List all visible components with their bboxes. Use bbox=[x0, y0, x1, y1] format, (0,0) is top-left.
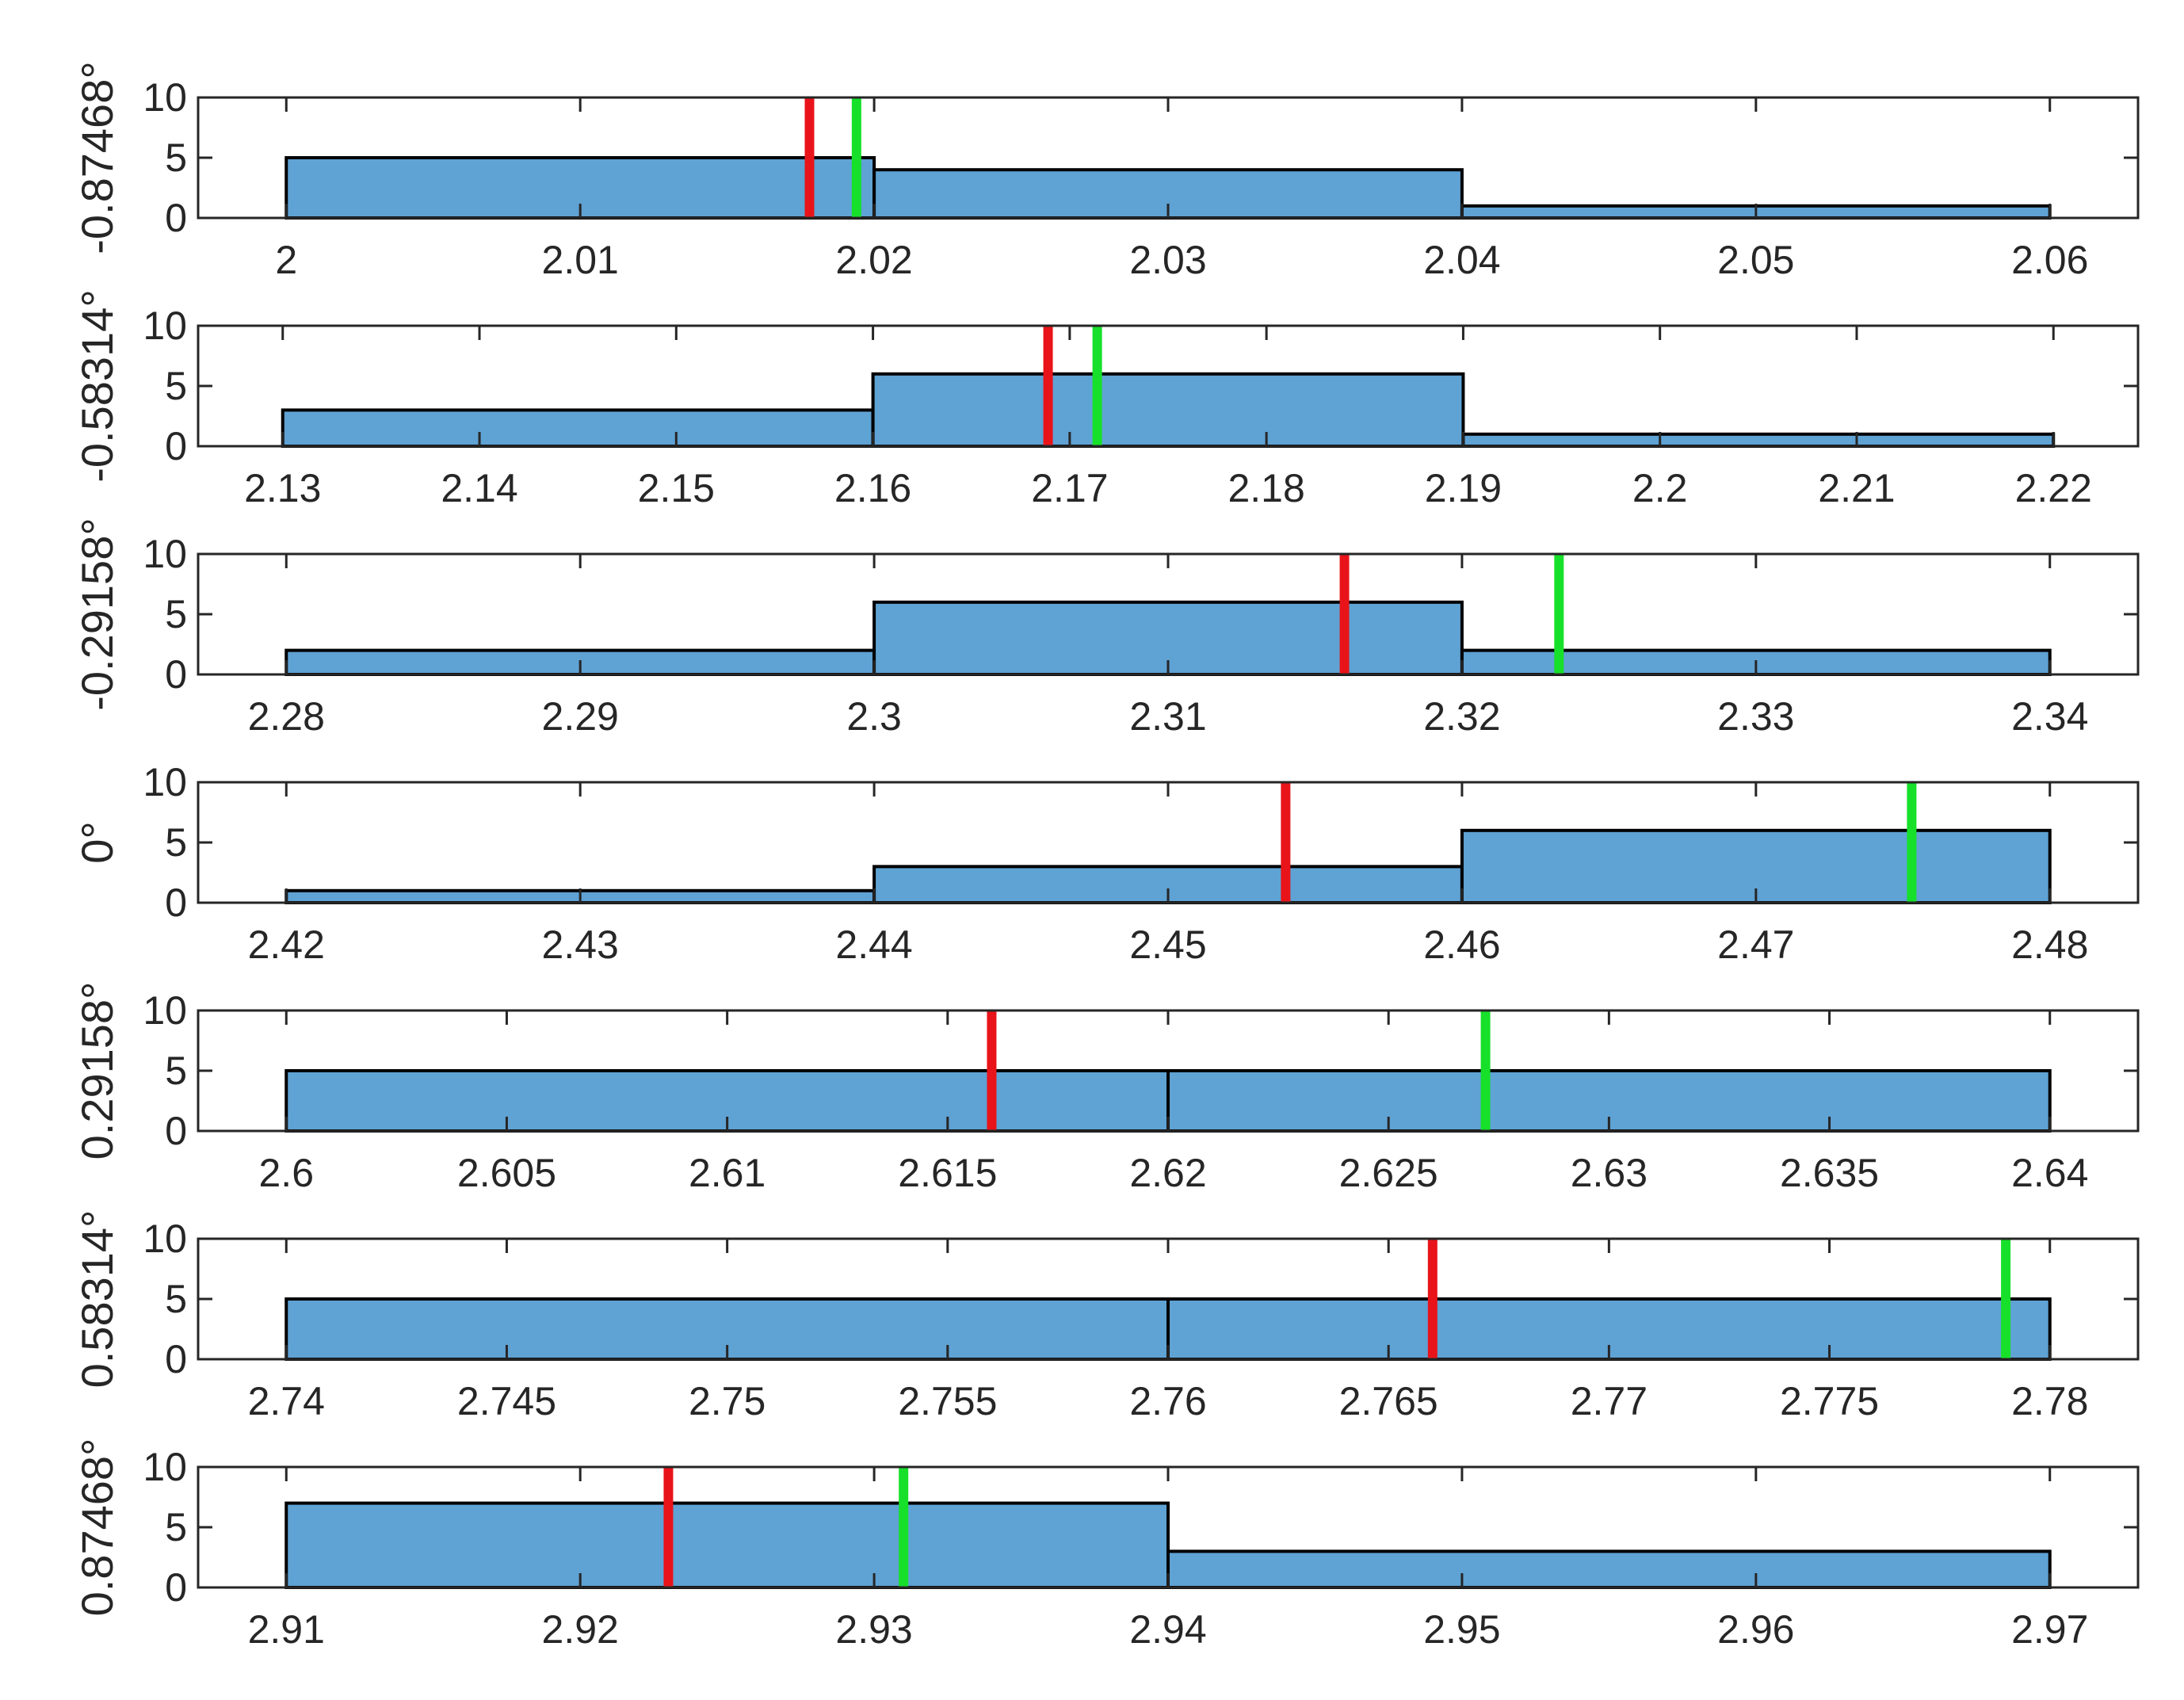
y-axis-label: -0.29158° bbox=[72, 518, 122, 710]
x-tick-label: 2.05 bbox=[1717, 238, 1794, 282]
y-tick-label: 10 bbox=[143, 532, 187, 576]
x-tick-label: 2.03 bbox=[1129, 238, 1206, 282]
x-tick-label: 2.31 bbox=[1129, 694, 1206, 739]
x-tick-label: 2.63 bbox=[1571, 1151, 1648, 1195]
y-tick-label: 10 bbox=[143, 1217, 187, 1261]
x-tick-label: 2.34 bbox=[2011, 694, 2088, 739]
y-tick-label: 10 bbox=[143, 988, 187, 1033]
x-tick-label: 2.48 bbox=[2011, 923, 2088, 967]
x-tick-label: 2.45 bbox=[1129, 923, 1206, 967]
y-axis-label: 0.29158° bbox=[72, 982, 122, 1160]
x-tick-label: 2.02 bbox=[835, 238, 912, 282]
y-tick-label: 10 bbox=[143, 760, 187, 804]
x-tick-label: 2.62 bbox=[1129, 1151, 1206, 1195]
histogram-bar bbox=[1461, 432, 2056, 448]
y-tick-label: 10 bbox=[143, 75, 187, 120]
x-tick-label: 2.22 bbox=[2015, 466, 2092, 510]
y-axis-label: 0.58314° bbox=[72, 1210, 122, 1389]
y-tick-label: 0 bbox=[165, 424, 187, 468]
histogram-panel-5: 2.6 2.605 2.61 2.615 2.62 2.625 2.63 2.635 2.64 0… bbox=[72, 982, 2140, 1195]
y-tick-label: 5 bbox=[165, 592, 187, 636]
histogram-bar bbox=[872, 600, 1464, 676]
x-tick-label: 2.78 bbox=[2011, 1379, 2088, 1423]
x-tick-label: 2.74 bbox=[248, 1379, 325, 1423]
y-axis-label: 0° bbox=[72, 821, 122, 864]
y-tick-label: 0 bbox=[165, 652, 187, 697]
histogram-panel-6: 2.74 2.745 2.75 2.755 2.76 2.765 2.77 2.775 2.78… bbox=[72, 1210, 2140, 1423]
x-tick-label: 2.32 bbox=[1423, 694, 1500, 739]
x-tick-label: 2.01 bbox=[542, 238, 619, 282]
x-tick-label: 2.93 bbox=[835, 1607, 912, 1652]
x-tick-label: 2.42 bbox=[248, 923, 325, 967]
histogram-panel-7: 2.91 2.92 2.93 2.94 2.95 2.96 2.97 0 5 10 0.87468° bbox=[72, 1438, 2140, 1652]
y-axis-label: 0.87468° bbox=[72, 1438, 122, 1617]
x-tick-label: 2.91 bbox=[248, 1607, 325, 1652]
histogram-panel-3: 2.28 2.29 2.3 2.31 2.32 2.33 2.34 0 5 10 -0.29158° bbox=[72, 518, 2140, 739]
x-tick-label: 2.77 bbox=[1571, 1379, 1648, 1423]
x-tick-label: 2.28 bbox=[248, 694, 325, 739]
y-tick-label: 10 bbox=[143, 1445, 187, 1489]
y-tick-label: 5 bbox=[165, 1049, 187, 1093]
histogram-bar bbox=[1166, 1549, 2052, 1590]
x-tick-label: 2.29 bbox=[542, 694, 619, 739]
x-tick-label: 2.61 bbox=[689, 1151, 766, 1195]
x-tick-label: 2.46 bbox=[1423, 923, 1500, 967]
x-tick-label: 2.95 bbox=[1423, 1607, 1500, 1652]
x-tick-label: 2.47 bbox=[1717, 923, 1794, 967]
x-tick-label: 2.15 bbox=[638, 466, 715, 510]
x-tick-label: 2.33 bbox=[1717, 694, 1794, 739]
x-tick-label: 2 bbox=[275, 238, 297, 282]
x-tick-label: 2.745 bbox=[457, 1379, 556, 1423]
x-tick-label: 2.18 bbox=[1228, 466, 1304, 510]
x-tick-label: 2.06 bbox=[2011, 238, 2088, 282]
histogram-bar bbox=[284, 1501, 1170, 1589]
histogram-panel-1: 2 2.01 2.02 2.03 2.04 2.05 2.06 0 5 10 -0.87468° bbox=[72, 61, 2140, 282]
histogram-bar bbox=[281, 408, 875, 449]
x-tick-label: 2.13 bbox=[244, 466, 321, 510]
y-tick-label: 5 bbox=[165, 1505, 187, 1549]
x-tick-label: 2.755 bbox=[898, 1379, 997, 1423]
histogram-bar bbox=[871, 372, 1465, 448]
x-tick-label: 2.19 bbox=[1425, 466, 1502, 510]
x-tick-label: 2.14 bbox=[441, 466, 517, 510]
y-axis-label: -0.87468° bbox=[72, 61, 122, 254]
x-tick-label: 2.775 bbox=[1780, 1379, 1879, 1423]
y-tick-label: 5 bbox=[165, 1277, 187, 1321]
x-tick-label: 2.04 bbox=[1423, 238, 1500, 282]
x-tick-label: 2.94 bbox=[1129, 1607, 1206, 1652]
x-tick-label: 2.43 bbox=[542, 923, 619, 967]
x-tick-label: 2.635 bbox=[1780, 1151, 1879, 1195]
x-tick-label: 2.6 bbox=[259, 1151, 315, 1195]
histogram-panel-2: 2.13 2.14 2.15 2.16 2.17 2.18 2.19 2.2 2.21 2.22 0… bbox=[72, 289, 2140, 510]
x-tick-label: 2.64 bbox=[2011, 1151, 2088, 1195]
x-tick-label: 2.765 bbox=[1339, 1379, 1438, 1423]
x-tick-label: 2.21 bbox=[1818, 466, 1895, 510]
x-tick-label: 2.16 bbox=[834, 466, 911, 510]
y-tick-label: 10 bbox=[143, 304, 187, 348]
y-tick-label: 5 bbox=[165, 364, 187, 408]
x-tick-label: 2.3 bbox=[846, 694, 902, 739]
x-tick-label: 2.615 bbox=[898, 1151, 997, 1195]
histogram-panel-4: 2.42 2.43 2.44 2.45 2.46 2.47 2.48 0 5 10 0° bbox=[72, 760, 2140, 967]
x-tick-label: 2.97 bbox=[2011, 1607, 2088, 1652]
y-tick-label: 5 bbox=[165, 820, 187, 865]
y-axis-label: -0.58314° bbox=[72, 289, 122, 482]
x-tick-label: 2.92 bbox=[542, 1607, 619, 1652]
x-tick-label: 2.605 bbox=[457, 1151, 556, 1195]
x-tick-label: 2.96 bbox=[1717, 1607, 1794, 1652]
x-tick-label: 2.625 bbox=[1339, 1151, 1438, 1195]
histogram-bar bbox=[1460, 828, 2052, 905]
x-tick-label: 2.75 bbox=[689, 1379, 766, 1423]
y-tick-label: 0 bbox=[165, 881, 187, 925]
x-tick-label: 2.76 bbox=[1129, 1379, 1206, 1423]
y-tick-label: 0 bbox=[165, 1109, 187, 1153]
x-tick-label: 2.44 bbox=[835, 923, 912, 967]
y-tick-label: 5 bbox=[165, 136, 187, 180]
y-tick-label: 0 bbox=[165, 196, 187, 240]
y-tick-label: 0 bbox=[165, 1337, 187, 1381]
x-tick-label: 2.17 bbox=[1031, 466, 1108, 510]
x-tick-label: 2.2 bbox=[1632, 466, 1688, 510]
y-tick-label: 0 bbox=[165, 1565, 187, 1610]
